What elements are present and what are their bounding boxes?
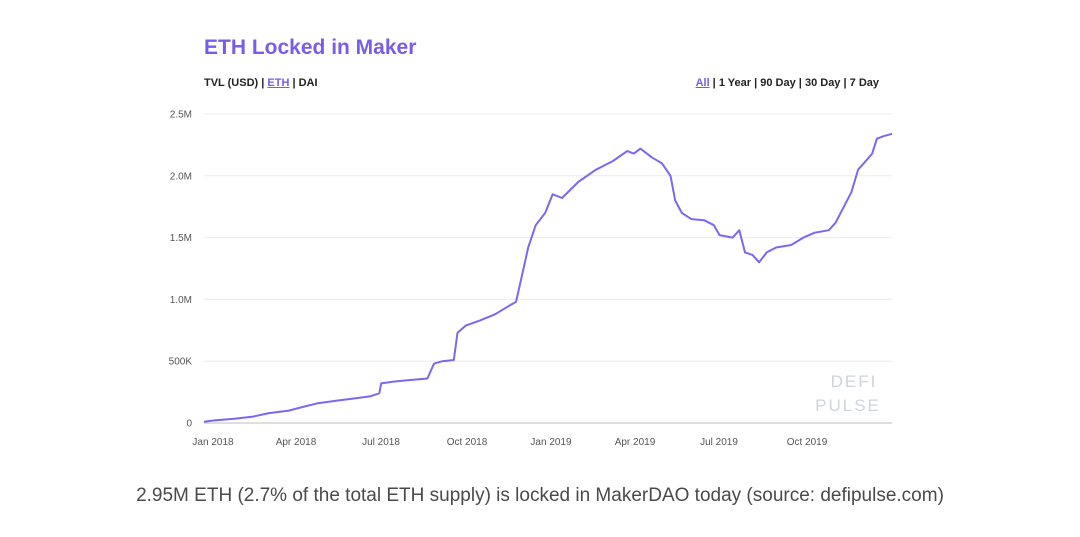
figure-caption: 2.95M ETH (2.7% of the total ETH supply)… — [136, 485, 944, 506]
separator: | — [258, 77, 268, 89]
x-tick-label: Jul 2018 — [362, 437, 400, 448]
metric-tab-dai[interactable]: DAI — [298, 77, 318, 89]
x-tick-label: Apr 2019 — [615, 437, 656, 448]
y-tick-label: 1.0M — [170, 295, 192, 306]
separator: | — [840, 77, 850, 89]
watermark-pulse: PULSE — [815, 396, 881, 415]
range-tab-all[interactable]: All — [695, 77, 710, 89]
x-tick-label: Jan 2019 — [530, 437, 572, 448]
eth-locked-chart: 0 500K 1.0M 1.5M 2.0M 2.5M Jan 2018 Apr 2018 Ju… — [169, 110, 893, 448]
y-axis: 0 500K 1.0M 1.5M 2.0M 2.5M — [169, 110, 193, 430]
y-tick-label: 500K — [169, 357, 193, 368]
watermark-defi: DEFI — [831, 372, 878, 391]
series-line-eth-locked — [203, 132, 893, 423]
chart-title: ETH Locked in Maker — [204, 36, 417, 59]
range-tab-1-year[interactable]: 1 Year — [718, 77, 752, 89]
y-tick-label: 0 — [186, 419, 192, 430]
x-tick-label: Apr 2018 — [276, 437, 317, 448]
separator: | — [289, 77, 299, 89]
x-tick-label: Jul 2019 — [700, 437, 738, 448]
separator: | — [795, 77, 805, 89]
x-tick-label: Oct 2018 — [447, 437, 488, 448]
metric-toggle-group: TVL (USD) | ETH | DAI — [204, 77, 318, 89]
range-tab-90-day[interactable]: 90 Day — [760, 77, 796, 89]
y-tick-label: 2.5M — [170, 110, 192, 121]
x-tick-label: Oct 2019 — [787, 437, 828, 448]
range-tab-30-day[interactable]: 30 Day — [804, 77, 841, 89]
gridlines — [204, 113, 892, 424]
x-tick-label: Jan 2018 — [192, 437, 234, 448]
range-toggle-group: All | 1 Year | 90 Day | 30 Day | 7 Day — [696, 77, 879, 89]
metric-tab-tvl-usd[interactable]: TVL (USD) — [204, 77, 259, 89]
y-tick-label: 1.5M — [170, 233, 192, 244]
metric-tab-eth[interactable]: ETH — [267, 77, 290, 89]
range-tab-7-day[interactable]: 7 Day — [849, 77, 879, 89]
y-tick-label: 2.0M — [170, 171, 192, 182]
separator: | — [751, 77, 761, 89]
separator: | — [709, 77, 719, 89]
x-axis: Jan 2018 Apr 2018 Jul 2018 Oct 2018 Jan 2019… — [192, 437, 827, 448]
